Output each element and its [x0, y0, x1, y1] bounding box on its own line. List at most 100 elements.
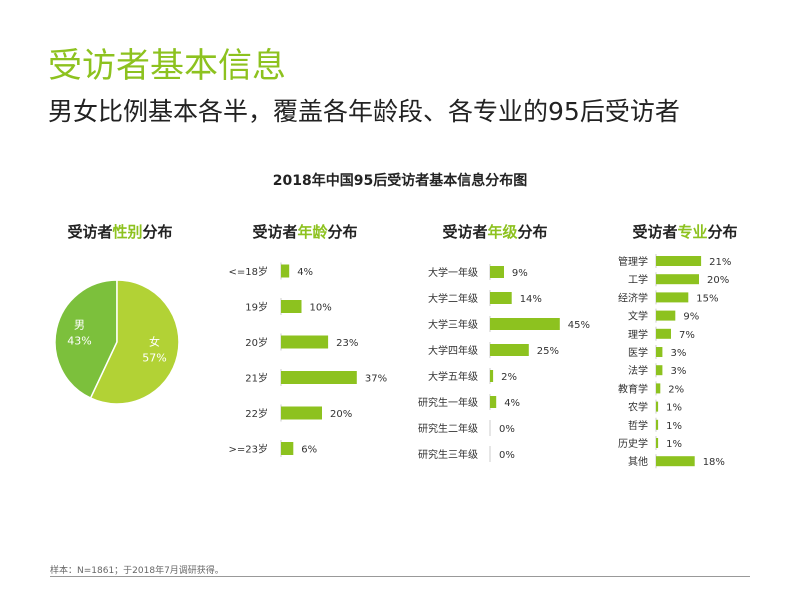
bar-category-label: 经济学	[618, 291, 648, 304]
bar	[281, 442, 294, 455]
chart-title: 2018年中国95后受访者基本信息分布图	[272, 173, 528, 189]
panel-title-suffix: 分布	[517, 223, 548, 241]
bar-category-label: 研究生一年级	[418, 396, 478, 409]
bar	[656, 292, 689, 303]
bar	[281, 406, 322, 420]
bar	[281, 335, 329, 349]
bar	[656, 401, 659, 412]
bar-category-label: 医学	[628, 346, 648, 359]
bar-value-label: 2%	[501, 372, 517, 383]
bar-value-label: 1%	[666, 403, 682, 414]
bar-value-label: 10%	[310, 303, 332, 314]
panel-title-highlight: 专业	[677, 223, 708, 241]
bar-category-label: 大学四年级	[428, 344, 478, 357]
panel-title-highlight: 性别	[112, 223, 143, 241]
bar-category-label: 研究生二年级	[418, 422, 478, 435]
bar-value-label: 3%	[671, 348, 687, 359]
bar	[656, 256, 702, 266]
bar-category-label: 历史学	[618, 437, 648, 450]
bar	[490, 396, 497, 408]
pie-category-label: 男	[74, 319, 85, 332]
bar-category-label: >=23岁	[229, 443, 268, 456]
bar	[490, 292, 512, 304]
bar-value-label: 45%	[568, 320, 590, 331]
bar-category-label: 农学	[628, 401, 648, 414]
bar	[656, 274, 699, 285]
bar-category-label: 19岁	[245, 301, 268, 314]
bar	[490, 370, 494, 382]
bar-value-label: 14%	[520, 294, 542, 305]
panel-title-suffix: 分布	[707, 223, 738, 241]
bar-category-label: 22岁	[245, 407, 268, 420]
bar-category-label: 文学	[628, 310, 648, 323]
pie-value-label: 57%	[142, 351, 166, 364]
panel-title-suffix: 分布	[327, 223, 358, 241]
bar	[656, 347, 663, 357]
pie-slice	[89, 279, 180, 405]
bar-category-label: 其他	[628, 455, 648, 468]
panel-title-grade: 受访者年级分布	[415, 221, 575, 242]
bar	[656, 419, 659, 430]
bar-category-label: 大学五年级	[428, 370, 478, 383]
panel-title-gender: 受访者性别分布	[40, 221, 200, 242]
bar-value-label: 25%	[537, 346, 559, 357]
bar-category-label: 工学	[628, 273, 648, 286]
bar-value-label: 1%	[666, 421, 682, 432]
bar-category-label: 法学	[628, 364, 648, 377]
bar	[490, 318, 560, 330]
bar-value-label: 20%	[330, 409, 352, 420]
bar	[281, 300, 302, 313]
bar-value-label: 20%	[707, 275, 729, 286]
bar-category-label: 教育学	[618, 382, 648, 395]
pie-slice	[54, 279, 118, 400]
bar-category-label: 理学	[628, 328, 648, 341]
panel-title-prefix: 受访者	[252, 223, 298, 241]
bar-value-label: 0%	[499, 424, 515, 435]
bar-value-label: 9%	[683, 312, 699, 323]
panel-title-prefix: 受访者	[442, 223, 488, 241]
bar	[281, 264, 290, 278]
bar-category-label: 大学一年级	[428, 266, 478, 279]
panel-title-highlight: 年级	[487, 223, 518, 241]
bar	[490, 344, 529, 356]
bar-value-label: 18%	[703, 457, 725, 468]
footnote: 样本：N=1861；于2018年7月调研获得。	[50, 566, 224, 576]
page-subtitle: 男女比例基本各半，覆盖各年龄段、各专业的95后受访者	[48, 97, 680, 126]
bar-category-label: 21岁	[245, 372, 268, 385]
bar-value-label: 15%	[696, 293, 718, 304]
footer-divider	[50, 576, 750, 577]
bar-value-label: 3%	[671, 366, 687, 377]
bar-category-label: 研究生三年级	[418, 448, 478, 461]
bar-category-label: 管理学	[618, 255, 648, 268]
bar-value-label: 9%	[512, 268, 528, 279]
panel-title-highlight: 年龄	[297, 223, 328, 241]
bar	[656, 310, 676, 321]
bar-value-label: 7%	[679, 330, 695, 341]
bar	[490, 266, 504, 278]
bar-value-label: 21%	[709, 257, 731, 268]
pie-category-label: 女	[149, 334, 160, 348]
bar-category-label: 大学二年级	[428, 292, 478, 305]
bar-value-label: 6%	[301, 445, 317, 456]
bar-category-label: 20岁	[245, 336, 268, 349]
bar-value-label: 2%	[668, 384, 684, 395]
panel-title-age: 受访者年龄分布	[225, 221, 385, 242]
panel-title-suffix: 分布	[142, 223, 173, 241]
bar-value-label: 4%	[504, 398, 520, 409]
page-title: 受访者基本信息	[48, 46, 286, 86]
bar-value-label: 37%	[365, 374, 387, 385]
bar	[656, 456, 695, 467]
bar-value-label: 4%	[297, 267, 313, 278]
panel-title-prefix: 受访者	[67, 223, 113, 241]
bar	[656, 328, 671, 339]
bar-value-label: 1%	[666, 439, 682, 450]
bar-category-label: 大学三年级	[428, 318, 478, 331]
bar-category-label: 哲学	[628, 419, 648, 432]
bar	[656, 383, 661, 394]
bar	[656, 365, 663, 376]
bar	[656, 438, 659, 448]
panel-title-prefix: 受访者	[632, 223, 678, 241]
bar	[281, 371, 357, 384]
bar-value-label: 0%	[499, 450, 515, 461]
